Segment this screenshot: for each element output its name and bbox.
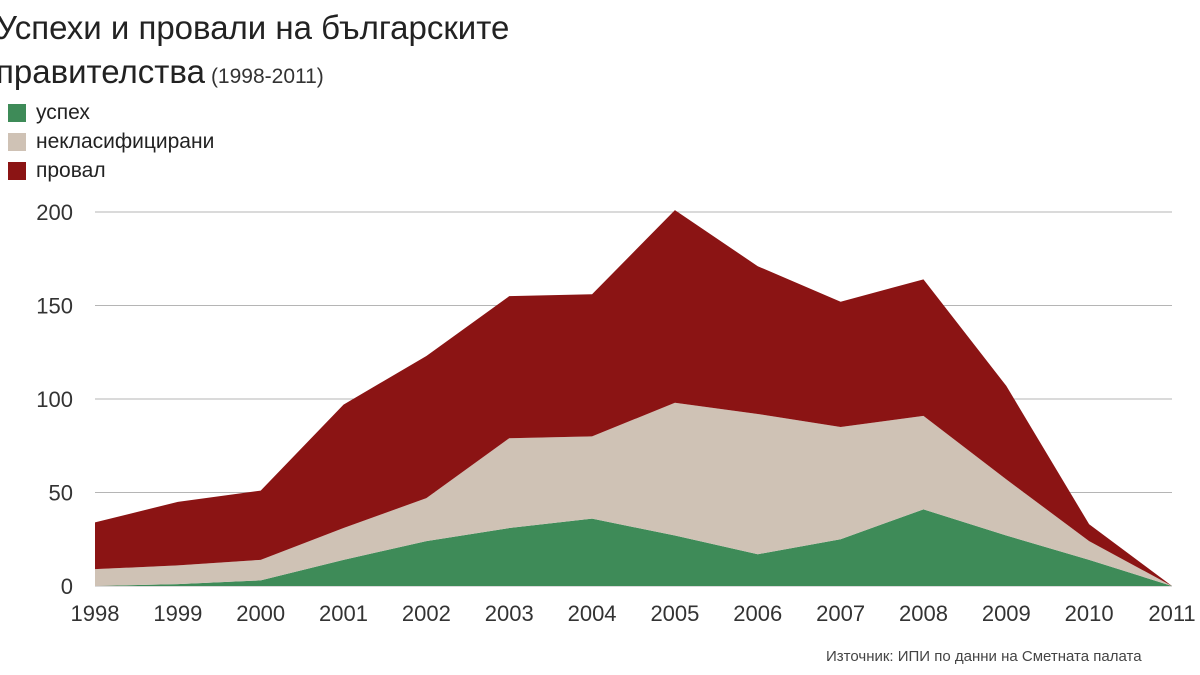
- legend-item-unclassified: некласифицирани: [8, 127, 214, 156]
- x-axis-ticks: 1998 1999 2000 2001 2002 2003 2004 2005 2006 2007…: [71, 601, 1196, 626]
- legend-label-failure: провал: [36, 158, 106, 182]
- x-tick-label-2010: 2010: [1065, 601, 1114, 626]
- chart-legend: успех некласифицирани провал: [8, 98, 214, 185]
- legend-label-unclassified: некласифицирани: [36, 129, 215, 153]
- area-series: [95, 210, 1172, 586]
- x-tick-label-2006: 2006: [733, 601, 782, 626]
- legend-swatch-unclassified: [8, 132, 26, 151]
- x-tick-label-2001: 2001: [319, 601, 368, 626]
- source-note: Източник: ИПИ по данни на Сметната палат…: [826, 648, 1142, 665]
- legend-item-success: успех: [8, 98, 214, 127]
- area-series-1: [95, 509, 1172, 586]
- x-tick-label-2007: 2007: [816, 601, 865, 626]
- legend-label-success: успех: [36, 100, 90, 124]
- x-tick-label-2011: 2011: [1148, 601, 1195, 626]
- x-tick-label-2000: 2000: [236, 601, 285, 626]
- y-tick-label-150: 150: [36, 294, 73, 319]
- chart-title: Успехи и провали на българските правител…: [0, 6, 636, 99]
- x-tick-label-2009: 2009: [982, 601, 1031, 626]
- x-tick-label-2003: 2003: [485, 601, 534, 626]
- x-tick-label-1998: 1998: [71, 601, 120, 626]
- x-tick-label-2004: 2004: [568, 601, 617, 626]
- y-tick-label-0: 0: [61, 574, 73, 599]
- y-tick-label-200: 200: [36, 200, 73, 225]
- x-tick-label-2005: 2005: [650, 601, 699, 626]
- legend-swatch-success: [8, 103, 26, 122]
- y-tick-label-50: 50: [49, 481, 73, 506]
- area-series-2: [95, 402, 1172, 586]
- chart-title-line1: Успехи и провали на българските: [0, 9, 510, 46]
- legend-item-failure: провал: [8, 156, 214, 185]
- stacked-area-chart: 0 50 100 150 200 1998 1999 2000 2001 2002 2003 200…: [36, 200, 1196, 626]
- x-tick-label-1999: 1999: [153, 601, 202, 626]
- x-tick-label-2002: 2002: [402, 601, 451, 626]
- y-tick-label-100: 100: [36, 387, 73, 412]
- chart-title-line2: правителства (1998-2011): [0, 50, 636, 99]
- x-tick-label-2008: 2008: [899, 601, 948, 626]
- area-series-3: [95, 210, 1172, 586]
- legend-swatch-failure: [8, 161, 26, 180]
- y-axis-ticks: 0 50 100 150 200: [36, 200, 73, 599]
- chart-subtitle: (1998-2011): [210, 65, 324, 88]
- chart-title-line2-text: правителства: [0, 53, 205, 90]
